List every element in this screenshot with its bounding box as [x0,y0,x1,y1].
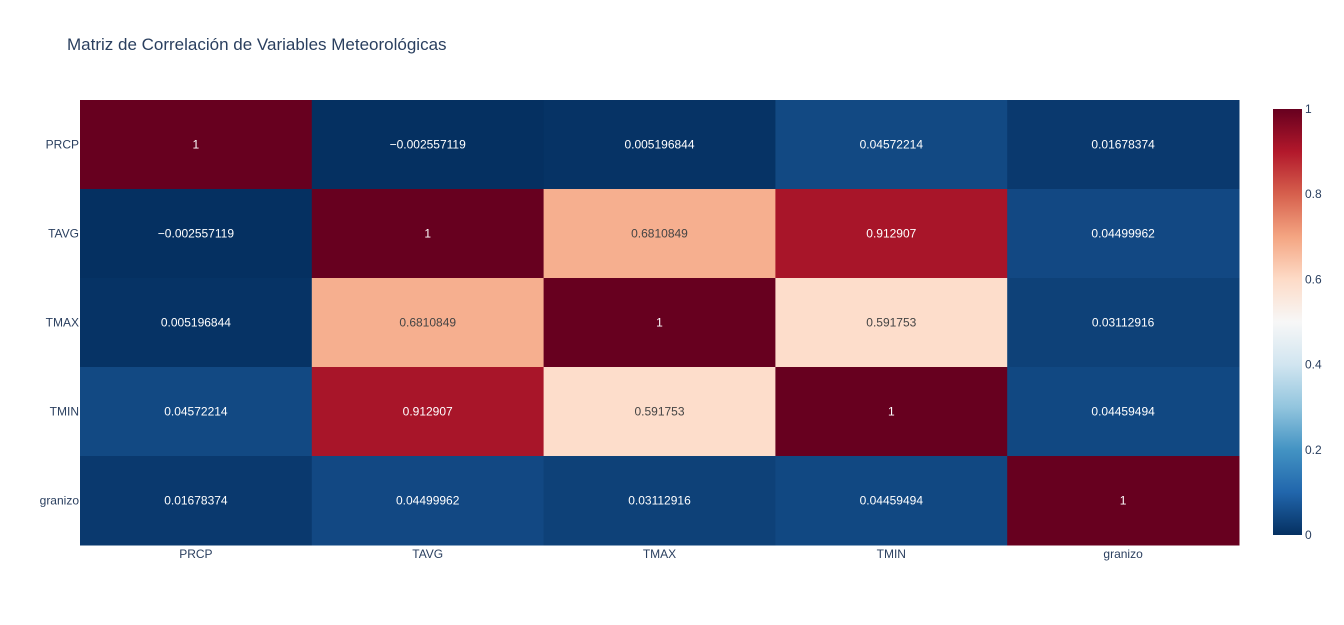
cell-value-label: 0.04572214 [860,138,924,152]
colorbar-tick-label: 0.2 [1305,443,1322,457]
y-tick-label: granizo [40,494,80,508]
cell-value-label: 0.912907 [866,227,916,241]
heatmap-cells: 1 −0.002557119 0.005196844 0.04572214 0.0167… [80,100,1240,546]
heatmap-cell-PRCP-TAVG[interactable] [311,100,545,190]
cell-value-label: 0.005196844 [624,138,694,152]
heatmap-cell-granizo-TMIN[interactable] [775,456,1008,546]
heatmap-cell-granizo-TAVG[interactable] [311,456,545,546]
heatmap-cell-PRCP-granizo[interactable] [1007,100,1240,190]
heatmap-cell-granizo-TMAX[interactable] [543,456,776,546]
heatmap-cell-TAVG-TMAX[interactable] [543,189,776,279]
colorbar-tick-label: 0.6 [1305,272,1322,286]
heatmap-cell-granizo-granizo[interactable] [1007,456,1240,546]
cell-value-label: 0.912907 [403,405,453,419]
cell-value-label: 0.03112916 [1092,316,1155,330]
cell-value-label: 0.005196844 [161,316,231,330]
heatmap-cell-TMAX-TAVG[interactable] [311,278,545,368]
cell-value-label: 0.04572214 [164,405,228,419]
heatmap-cell-PRCP-PRCP[interactable] [80,100,313,190]
chart-title: Matriz de Correlación de Variables Meteo… [67,35,447,54]
colorbar-tick-label: 0.8 [1305,187,1322,201]
cell-value-label: 0.03112916 [628,494,691,508]
cell-value-label: −0.002557119 [158,227,235,241]
heatmap-cell-TMAX-granizo[interactable] [1007,278,1240,368]
heatmap-cell-TMAX-PRCP[interactable] [80,278,313,368]
heatmap-cell-TMIN-TMIN[interactable] [775,367,1008,457]
cell-value-label: 0.04499962 [1091,227,1155,241]
heatmap-cell-TMIN-PRCP[interactable] [80,367,313,457]
colorbar-tick-label: 1 [1305,102,1312,116]
x-tick-label: TMIN [877,547,906,561]
cell-value-label: 1 [424,227,431,241]
y-tick-label: TMAX [46,316,79,330]
y-tick-label: TAVG [48,227,79,241]
heatmap-cell-TAVG-TMIN[interactable] [775,189,1008,279]
heatmap-cell-granizo-PRCP[interactable] [80,456,313,546]
x-tick-label: granizo [1103,547,1143,561]
colorbar-tick-label: 0.4 [1305,358,1322,372]
x-axis-ticks: PRCP TAVG TMAX TMIN granizo [179,547,1143,561]
cell-value-label: 0.01678374 [164,494,228,508]
colorbar: 0 0.2 0.4 0.6 0.8 1 [1273,102,1322,542]
heatmap-cell-PRCP-TMIN[interactable] [775,100,1008,190]
cell-value-label: 1 [656,316,663,330]
heatmap-cell-TAVG-granizo[interactable] [1007,189,1240,279]
cell-value-label: 0.591753 [866,316,916,330]
cell-value-label: 0.6810849 [631,227,688,241]
heatmap-cell-TMIN-TMAX[interactable] [543,367,776,457]
cell-value-label: −0.002557119 [390,138,467,152]
cell-value-label: 1 [1120,494,1127,508]
cell-value-label: 0.04499962 [396,494,460,508]
cell-value-label: 0.01678374 [1091,138,1155,152]
x-tick-label: PRCP [179,547,212,561]
heatmap-cell-PRCP-TMAX[interactable] [543,100,776,190]
x-tick-label: TMAX [643,547,676,561]
y-axis-ticks: PRCP TAVG TMAX TMIN granizo [40,138,80,508]
heatmap-cell-TMAX-TMAX[interactable] [543,278,776,368]
heatmap-cell-TMAX-TMIN[interactable] [775,278,1008,368]
heatmap-cell-TAVG-TAVG[interactable] [311,189,545,279]
y-tick-label: PRCP [46,138,79,152]
cell-value-label: 0.6810849 [399,316,456,330]
y-tick-label: TMIN [50,405,79,419]
cell-value-label: 1 [888,405,895,419]
heatmap-cell-TMIN-TAVG[interactable] [311,367,545,457]
cell-value-label: 0.04459494 [860,494,924,508]
cell-value-label: 0.591753 [634,405,684,419]
colorbar-gradient [1273,109,1302,535]
x-tick-label: TAVG [412,547,443,561]
cell-value-label: 0.04459494 [1091,405,1155,419]
colorbar-tick-label: 0 [1305,528,1312,542]
heatmap-cell-TAVG-PRCP[interactable] [80,189,313,279]
cell-value-label: 1 [193,138,200,152]
heatmap-cell-TMIN-granizo[interactable] [1007,367,1240,457]
